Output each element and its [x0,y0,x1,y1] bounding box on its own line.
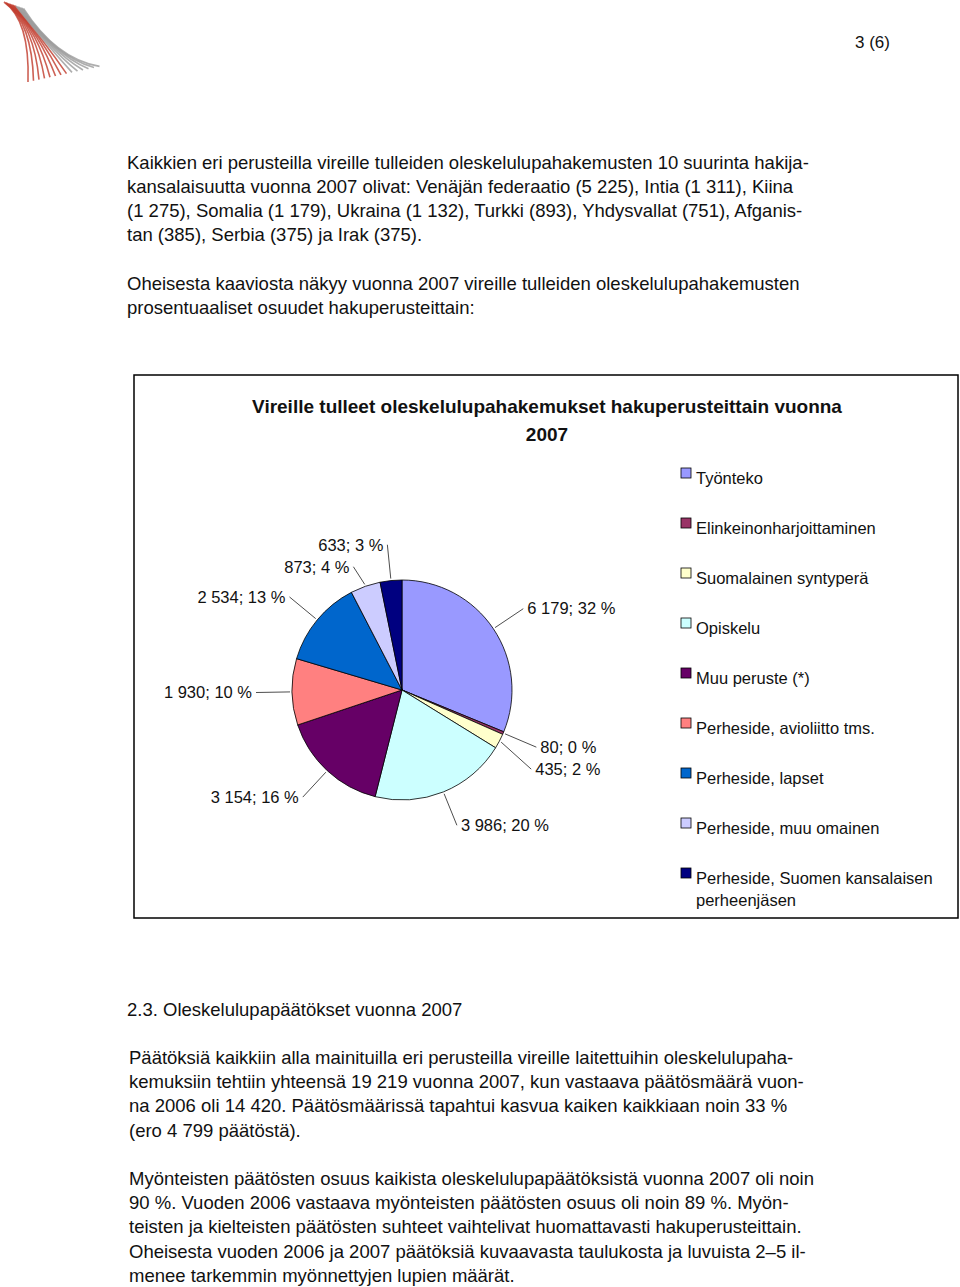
legend-entry: Suomalainen syntyperä [696,569,869,587]
paragraph-line: (ero 4 799 päätöstä). [129,1120,301,1141]
page: 3 (6) Kaikkien eri perusteilla vireille t… [0,0,960,1287]
paragraph-line: na 2006 oli 14 420. Päätösmäärissä tapah… [129,1095,787,1116]
legend-entry: Opiskelu [696,619,760,637]
text-line: Työnteko [696,469,763,487]
leader-line [387,545,390,579]
leader-line [289,597,315,619]
text-line: Vireille tulleet oleskelulupahakemukset … [252,396,842,417]
chart-frame [134,375,958,918]
legend-swatch [681,518,691,528]
paragraph-line: Päätöksiä kaikkiin alla mainituilla eri … [129,1047,793,1068]
paragraph-line: menee tarkemmin myönnettyjen lupien määr… [129,1265,515,1286]
data-label: 633; 3 % [318,536,383,554]
text-line: Suomalainen syntyperä [696,569,869,587]
data-label: 2 534; 13 % [197,588,285,606]
data-label: 80; 0 % [540,738,596,756]
logo [4,2,100,82]
leader-line [505,734,536,747]
legend-entry: Elinkeinonharjoittaminen [696,519,876,537]
leader-line [444,794,457,826]
paragraph-line: Oheisesta kaaviosta näkyy vuonna 2007 vi… [127,273,800,294]
paragraph-line: (1 275), Somalia (1 179), Ukraina (1 132… [127,200,802,221]
text-line: 2007 [526,424,568,445]
logo-stroke [15,6,67,74]
section-heading: 2.3. Oleskelulupapäätökset vuonna 2007 [127,999,462,1020]
legend-swatch [681,818,691,828]
legend-entry: Perheside, avioliitto tms. [696,719,875,737]
paragraph-line: Kaikkien eri perusteilla vireille tullei… [127,152,809,173]
page-number: 3 (6) [855,33,890,52]
pie-slice [380,580,402,690]
text-line: Perheside, Suomen kansalaisen [696,869,933,887]
leader-line [303,772,326,797]
paragraph-line: Myönteisten päätösten osuus kaikista ole… [129,1168,814,1189]
paragraph-line: tan (385), Serbia (375) ja Irak (375). [127,224,422,245]
data-label: 3 154; 16 % [211,788,299,806]
text-line: Opiskelu [696,619,760,637]
text-line: Perheside, muu omainen [696,819,879,837]
legend-swatch [681,568,691,578]
paragraph-line: kansalaisuutta vuonna 2007 olivat: Venäj… [127,176,794,197]
legend-entry: Perheside, Suomen kansalaisen perheenjäse… [696,869,933,909]
paragraph-line: teisten ja kielteisten päätösten suhteet… [129,1216,802,1237]
data-label: 6 179; 32 % [527,599,615,617]
legend-entry: Perheside, muu omainen [696,819,879,837]
legend-swatch [681,868,691,878]
text-line: Perheside, lapset [696,769,824,787]
data-label: 1 930; 10 % [164,683,252,701]
paragraph-line: 90 %. Vuoden 2006 vastaava myönteisten p… [129,1192,789,1213]
paragraph-line: kemuksiin tehtiin yhteensä 19 219 vuonna… [129,1071,804,1092]
paragraph-line: Oheisesta vuoden 2006 ja 2007 päätöksiä … [129,1241,806,1262]
leader-line [495,609,523,628]
legend-swatch [681,668,691,678]
legend-swatch [681,718,691,728]
logo-stroke [13,5,61,75]
text-line: Perheside, avioliitto tms. [696,719,875,737]
legend-swatch [681,468,691,478]
text-line: Elinkeinonharjoittaminen [696,519,876,537]
leader-line [501,742,531,769]
legend-swatch [681,618,691,628]
logo-stroke [24,9,100,67]
data-labels: 6 179; 32 % 80; 0 % 435; 2 % 3 986; 20 % 3 1… [164,536,616,835]
chart-title: Vireille tulleet oleskelulupahakemukset … [252,396,842,445]
data-label: 435; 2 % [535,760,600,778]
legend-entry: Työnteko [696,469,763,487]
text-line: Muu peruste (*) [696,669,810,687]
legend-entry: Perheside, lapset [696,769,824,787]
leader-line [256,691,290,693]
legend: Työnteko Elinkeinonharjoittaminen Suomalai… [681,468,933,909]
logo-stroke [22,8,94,68]
leader-line [353,567,364,585]
text-line: perheenjäsen [696,891,796,909]
legend-swatch [681,768,691,778]
data-label: 3 986; 20 % [461,816,549,834]
paragraph-line: prosentuaaliset osuudet hakuperusteittai… [127,297,475,318]
legend-entry: Muu peruste (*) [696,669,810,687]
data-label: 873; 4 % [284,558,349,576]
pie [292,580,512,800]
